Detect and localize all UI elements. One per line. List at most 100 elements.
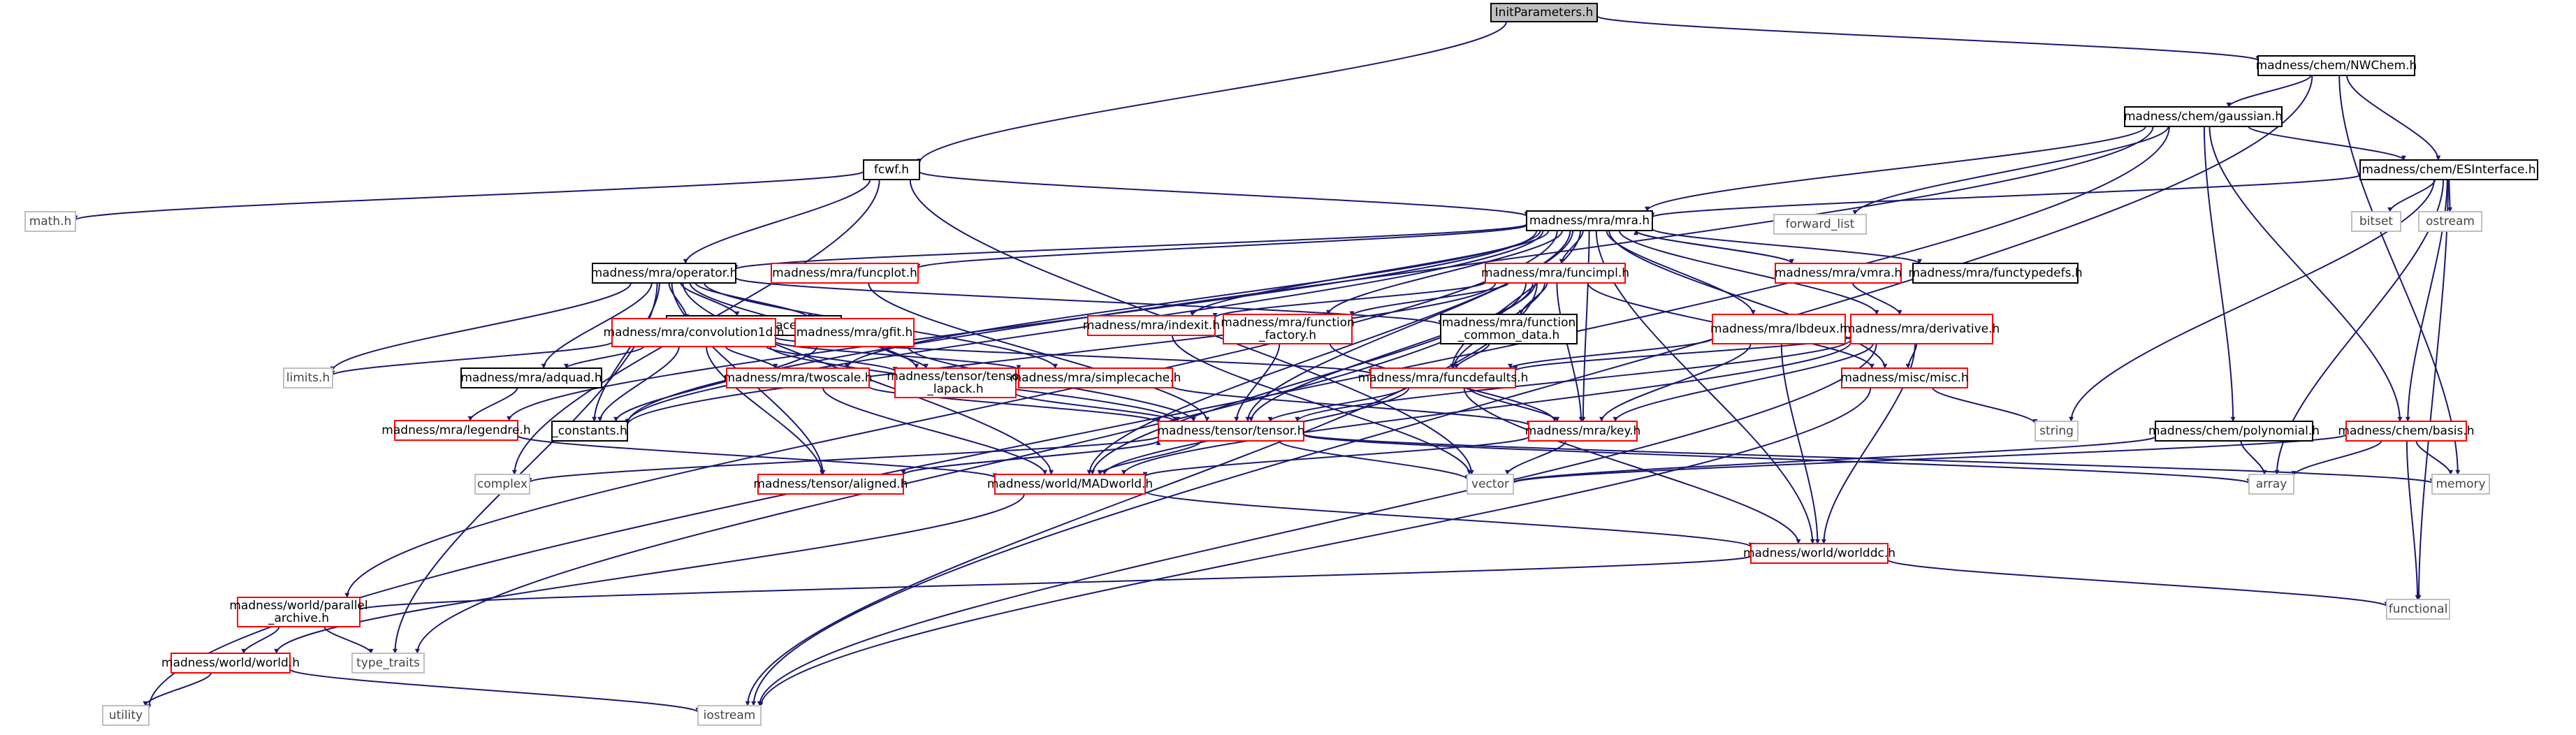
edge-derivative-to-iostream bbox=[757, 343, 1877, 706]
node-funcdefaults[interactable]: madness/mra/funcdefaults.h bbox=[1358, 368, 1529, 388]
edge-parchive-to-world bbox=[241, 626, 280, 654]
edge-funcdefaults-to-worlddc bbox=[1463, 387, 1801, 544]
edge-gaussian-to-mra bbox=[1645, 126, 2146, 212]
edge-gfit-to-lapack bbox=[882, 346, 929, 369]
node-esinterface[interactable]: madness/chem/ESInterface.h bbox=[2359, 159, 2538, 180]
edge-basis-to-vector bbox=[1511, 434, 2347, 484]
node-key[interactable]: madness/mra/key.h bbox=[1525, 421, 1641, 442]
node-box bbox=[1750, 543, 1889, 564]
node-complex: complex bbox=[474, 474, 530, 495]
edge-parchive-to-typetraits bbox=[323, 626, 374, 654]
node-convolution1d[interactable]: madness/mra/convolution1d.h bbox=[604, 318, 785, 347]
node-label: ostream bbox=[2426, 214, 2475, 228]
node-label: madness/mra/mra.h bbox=[1529, 214, 1650, 228]
node-nwchem[interactable]: madness/chem/NWChem.h bbox=[2256, 55, 2417, 76]
node-box bbox=[2035, 421, 2079, 442]
node-simplecache[interactable]: madness/mra/simplecache.h bbox=[1010, 368, 1181, 388]
node-label-line: _archive.h bbox=[268, 611, 329, 625]
edge-initparams-to-nwchem bbox=[1596, 15, 2261, 61]
edge-misc-to-string bbox=[1932, 387, 2038, 424]
node-world[interactable]: madness/world/world.h bbox=[161, 653, 300, 674]
node-memory: memory bbox=[2431, 474, 2490, 495]
node-label: _constants.h bbox=[551, 424, 627, 438]
node-label: madness/mra/adquad.h bbox=[460, 371, 602, 385]
node-polynomial[interactable]: madness/chem/polynomial.h bbox=[2148, 421, 2320, 442]
node-functypedefs[interactable]: madness/mra/functypedefs.h bbox=[1908, 263, 2083, 284]
node-box bbox=[351, 653, 425, 674]
node-operator[interactable]: madness/mra/operator.h bbox=[591, 263, 738, 284]
node-box bbox=[2124, 106, 2283, 127]
node-fcwf[interactable]: fcwf.h bbox=[863, 159, 920, 180]
node-box bbox=[551, 421, 628, 442]
edge-aligned-to-tensor bbox=[903, 439, 1161, 476]
edge-lapack-to-tensor bbox=[1015, 393, 1178, 422]
node-initparams[interactable]: InitParameters.h bbox=[1490, 3, 1598, 22]
node-box bbox=[1467, 474, 1514, 495]
node-box bbox=[1490, 3, 1598, 22]
node-tensor[interactable]: madness/tensor/tensor.h bbox=[1157, 421, 1305, 442]
node-label: madness/chem/ESInterface.h bbox=[2362, 163, 2535, 177]
node-worlddc[interactable]: madness/world/worlddc.h bbox=[1743, 543, 1895, 564]
edge-mra-to-funcdefaults bbox=[1450, 230, 1581, 369]
node-label: madness/world/world.h bbox=[161, 656, 300, 670]
node-derivative[interactable]: madness/mra/derivative.h bbox=[1844, 314, 2000, 344]
node-label: limits.h bbox=[286, 371, 330, 385]
node-lapack[interactable]: madness/tensor/tensor_lapack.h bbox=[887, 368, 1024, 398]
edge-gfit-to-constants bbox=[613, 346, 818, 422]
edge-esinterface-to-string bbox=[2069, 179, 2435, 422]
edge-mra-to-derivative bbox=[1618, 230, 1879, 315]
node-vmra[interactable]: madness/mra/vmra.h bbox=[1775, 263, 1902, 284]
node-box bbox=[1912, 263, 2079, 284]
node-functional: functional bbox=[2386, 599, 2450, 620]
graph-nodes: InitParameters.h madness/chem/NWChem.h mad… bbox=[24, 3, 2538, 726]
node-label: InitParameters.h bbox=[1495, 6, 1594, 20]
node-utility: utility bbox=[102, 705, 150, 726]
node-funccommon[interactable]: madness/mra/function_common_data.h bbox=[1440, 314, 1578, 344]
node-basis[interactable]: madness/chem/basis.h bbox=[2338, 421, 2475, 442]
node-label: madness/mra/vmra.h bbox=[1775, 266, 1902, 280]
node-lbdeux[interactable]: madness/mra/lbdeux.h bbox=[1710, 314, 1847, 344]
node-box bbox=[1223, 314, 1353, 344]
node-box bbox=[2386, 599, 2450, 620]
edge-mra-to-funcfactory bbox=[1326, 230, 1563, 315]
node-indexit[interactable]: madness/mra/indexit.h bbox=[1083, 315, 1220, 336]
node-adquad[interactable]: madness/mra/adquad.h bbox=[460, 368, 602, 388]
node-parchive[interactable]: madness/world/parallel_archive.h bbox=[229, 597, 368, 627]
node-funcplot[interactable]: madness/mra/funcplot.h bbox=[771, 263, 919, 284]
node-box bbox=[2155, 421, 2313, 442]
node-label: madness/mra/operator.h bbox=[591, 266, 738, 280]
edge-key-to-madworld bbox=[1142, 436, 1529, 477]
node-label: madness/mra/funcimpl.h bbox=[1481, 266, 1629, 280]
edge-mra-to-funcimpl bbox=[1559, 230, 1584, 264]
node-gfit[interactable]: madness/mra/gfit.h bbox=[794, 318, 915, 347]
node-misc[interactable]: madness/misc/misc.h bbox=[1840, 368, 1969, 388]
node-box bbox=[1018, 368, 1173, 388]
edge-operator-to-gfit bbox=[694, 282, 813, 319]
node-label-line: madness/mra/function bbox=[1442, 316, 1576, 330]
node-constants[interactable]: _constants.h bbox=[551, 421, 628, 442]
node-legendre[interactable]: madness/mra/legendre.h bbox=[381, 420, 531, 441]
node-box bbox=[1712, 314, 1846, 344]
node-twoscale[interactable]: madness/mra/twoscale.h bbox=[723, 368, 873, 388]
node-aligned[interactable]: madness/tensor/aligned.h bbox=[753, 474, 908, 495]
node-label: functional bbox=[2389, 602, 2448, 616]
edge-indexit-to-vector bbox=[1171, 335, 1472, 475]
edge-mra-to-funcplot bbox=[915, 224, 1527, 269]
node-mra[interactable]: madness/mra/mra.h bbox=[1526, 210, 1653, 231]
node-box bbox=[592, 263, 736, 284]
edge-esinterface-to-mra bbox=[1650, 174, 2361, 218]
edge-lbdeux-to-funcdefaults bbox=[1508, 337, 1713, 369]
node-label: madness/chem/polynomial.h bbox=[2148, 424, 2320, 438]
edge-madworld-to-worlddc bbox=[1144, 490, 1754, 548]
node-box bbox=[2359, 159, 2538, 180]
edge-funcimpl-to-constants bbox=[625, 282, 1497, 425]
node-funcfactory[interactable]: madness/mra/function_factory.h bbox=[1221, 314, 1355, 344]
edge-funcplot-to-tensor bbox=[868, 282, 1210, 422]
node-madworld[interactable]: madness/world/MADworld.h bbox=[987, 474, 1153, 495]
node-label-line: _factory.h bbox=[1258, 328, 1316, 342]
edge-world-to-utility bbox=[143, 672, 212, 706]
node-funcimpl[interactable]: madness/mra/funcimpl.h bbox=[1481, 263, 1629, 284]
node-gaussian[interactable]: madness/chem/gaussian.h bbox=[2124, 106, 2283, 127]
node-label: madness/mra/gfit.h bbox=[796, 326, 912, 340]
edge-misc-to-iostream bbox=[758, 387, 1872, 707]
